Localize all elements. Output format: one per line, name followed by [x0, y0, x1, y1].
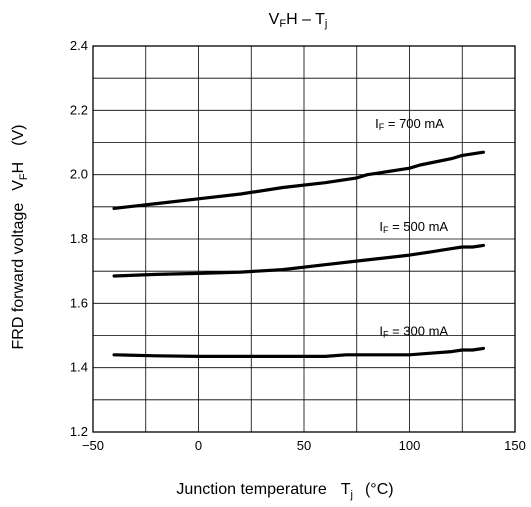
- x-tick-label: 0: [195, 438, 202, 453]
- plot-frame: [92, 45, 516, 433]
- tick-labels: −50 0 50 100 150 1.2 1.4 1.6 1.8 2.0 2.2 2.4: [70, 38, 526, 453]
- y-axis-label: FRD forward voltageVFH(V): [10, 124, 30, 349]
- series-labels: IF = 700 mA IF = 500 mA IF = 300 mA: [375, 116, 448, 339]
- y-tick-label: 1.8: [70, 231, 88, 246]
- series-group: [112, 150, 485, 358]
- x-axis-label: Junction temperature Tj (°C): [176, 481, 393, 501]
- series-label: IF = 500 mA: [379, 219, 448, 235]
- x-tick-label: 100: [399, 438, 421, 453]
- series-line: [112, 243, 485, 278]
- series-line: [112, 346, 485, 358]
- series-line: [112, 150, 485, 210]
- chart-title: VFH – Tj: [269, 11, 328, 30]
- series-label: IF = 300 mA: [379, 324, 448, 340]
- x-tick-label: 50: [297, 438, 311, 453]
- y-tick-label: 2.2: [70, 102, 88, 117]
- grid: [92, 45, 516, 433]
- series-label: IF = 700 mA: [375, 116, 444, 132]
- y-tick-label: 2.4: [70, 38, 88, 53]
- y-tick-label: 2.0: [70, 167, 88, 182]
- x-tick-label: −50: [82, 438, 104, 453]
- y-tick-label: 1.6: [70, 295, 88, 310]
- y-tick-label: 1.4: [70, 360, 88, 375]
- x-tick-label: 150: [504, 438, 526, 453]
- y-tick-label: 1.2: [70, 424, 88, 439]
